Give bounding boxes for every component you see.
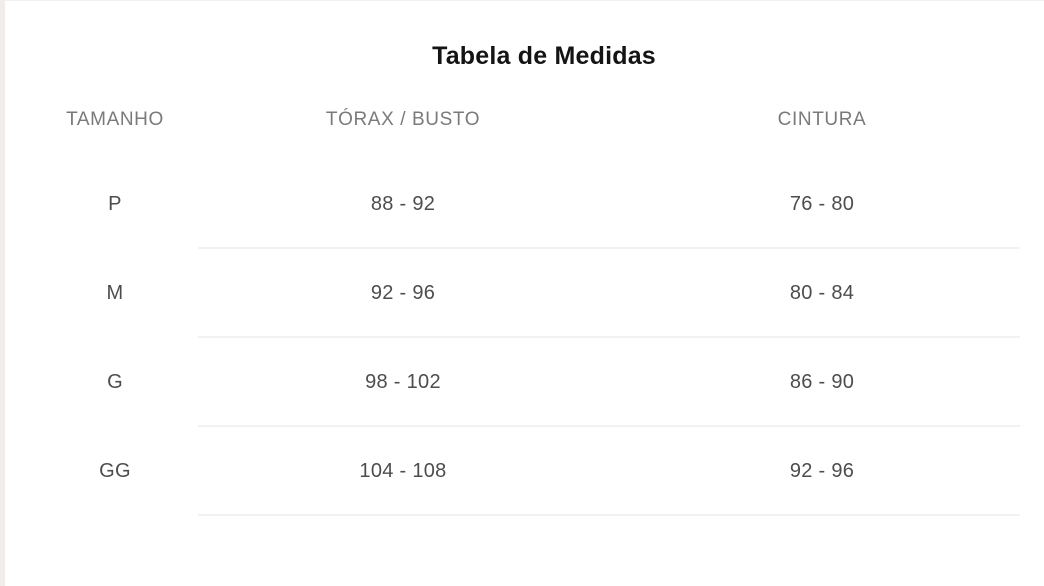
- size-cell: GG: [99, 460, 131, 482]
- torax-busto-cell: 92 - 96: [370, 282, 436, 304]
- table-row-g: G 98 - 102 86 - 90: [48, 338, 1020, 427]
- torax-busto-cell: 88 - 92: [370, 193, 436, 215]
- torax-busto-cell: 104 - 108: [359, 460, 447, 482]
- row-divider: [198, 425, 1020, 427]
- column-header-tamanho: TAMANHO: [66, 109, 164, 130]
- table-header-row: TAMANHO TÓRAX / BUSTO CINTURA: [48, 110, 1020, 130]
- size-chart-section: Tabela de Medidas TAMANHO TÓRAX / BUSTO …: [48, 42, 1020, 516]
- page-left-edge-strip: [0, 0, 5, 586]
- size-cell: P: [108, 193, 122, 215]
- table-row-gg: GG 104 - 108 92 - 96: [48, 427, 1020, 516]
- row-divider: [198, 514, 1020, 516]
- row-divider: [198, 336, 1020, 338]
- row-divider: [198, 247, 1020, 249]
- table-row-m: M 92 - 96 80 - 84: [48, 249, 1020, 338]
- cintura-cell: 76 - 80: [789, 193, 855, 215]
- table-row-p: P 88 - 92 76 - 80: [48, 160, 1020, 249]
- column-header-cintura: CINTURA: [777, 109, 867, 130]
- top-hairline: [5, 0, 1044, 1]
- cintura-cell: 86 - 90: [789, 371, 855, 393]
- size-cell: M: [106, 282, 124, 304]
- size-chart-title: Tabela de Medidas: [432, 42, 656, 70]
- cintura-cell: 92 - 96: [789, 460, 855, 482]
- table-body: P 88 - 92 76 - 80 M 92 - 96 80 - 84 G 98…: [48, 160, 1020, 516]
- column-header-torax-busto: TÓRAX / BUSTO: [325, 109, 481, 130]
- size-chart-table: TAMANHO TÓRAX / BUSTO CINTURA P 88 - 92 …: [48, 110, 1020, 516]
- size-cell: G: [107, 371, 123, 393]
- torax-busto-cell: 98 - 102: [365, 371, 441, 393]
- cintura-cell: 80 - 84: [789, 282, 855, 304]
